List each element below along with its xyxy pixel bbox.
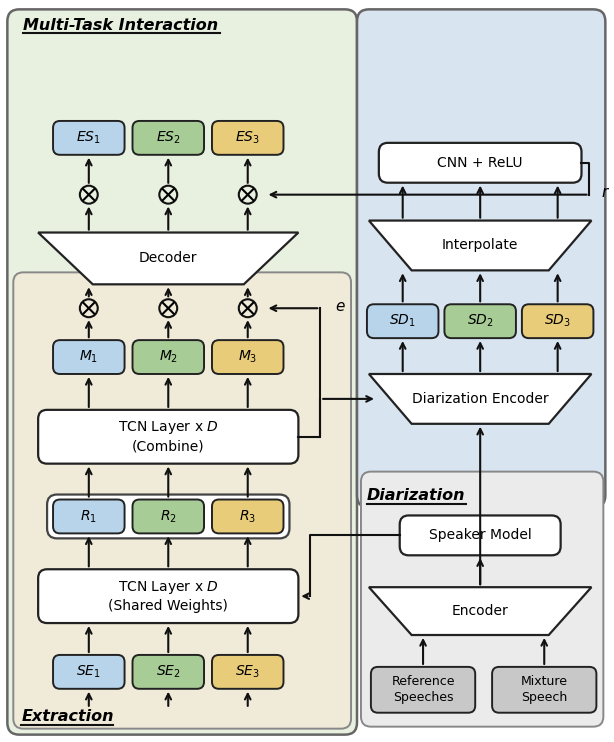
- Polygon shape: [38, 232, 298, 284]
- FancyBboxPatch shape: [7, 10, 357, 735]
- FancyBboxPatch shape: [357, 10, 605, 508]
- FancyBboxPatch shape: [212, 121, 284, 155]
- Text: Speaker Model: Speaker Model: [429, 528, 532, 542]
- FancyBboxPatch shape: [53, 655, 125, 689]
- FancyBboxPatch shape: [53, 340, 125, 374]
- Text: $SD_3$: $SD_3$: [544, 313, 571, 329]
- Polygon shape: [369, 587, 591, 635]
- Text: $SE_1$: $SE_1$: [76, 663, 101, 680]
- FancyBboxPatch shape: [445, 304, 516, 338]
- Text: $ES_3$: $ES_3$: [235, 130, 260, 146]
- Text: TCN Layer x $D$: TCN Layer x $D$: [118, 419, 219, 436]
- Text: Speech: Speech: [521, 692, 567, 704]
- Text: (Combine): (Combine): [132, 440, 204, 453]
- Text: $SD_2$: $SD_2$: [467, 313, 494, 329]
- FancyBboxPatch shape: [371, 667, 475, 713]
- Text: Decoder: Decoder: [139, 252, 198, 266]
- FancyBboxPatch shape: [212, 499, 284, 533]
- Text: $R_2$: $R_2$: [160, 508, 177, 525]
- Text: $R_1$: $R_1$: [80, 508, 97, 525]
- FancyBboxPatch shape: [400, 516, 561, 555]
- Text: $SE_2$: $SE_2$: [156, 663, 181, 680]
- FancyBboxPatch shape: [14, 272, 351, 729]
- FancyBboxPatch shape: [38, 569, 298, 623]
- Text: Multi-Task Interaction: Multi-Task Interaction: [23, 18, 219, 33]
- FancyBboxPatch shape: [212, 340, 284, 374]
- Text: Diarization: Diarization: [367, 488, 465, 503]
- Text: Diarization Encoder: Diarization Encoder: [412, 392, 548, 406]
- Text: Interpolate: Interpolate: [442, 238, 518, 252]
- FancyBboxPatch shape: [133, 499, 204, 533]
- FancyBboxPatch shape: [212, 655, 284, 689]
- Text: $M_3$: $M_3$: [238, 349, 257, 365]
- FancyBboxPatch shape: [379, 143, 581, 183]
- Text: CNN + ReLU: CNN + ReLU: [437, 156, 523, 170]
- Text: $SE_3$: $SE_3$: [235, 663, 260, 680]
- FancyBboxPatch shape: [53, 121, 125, 155]
- FancyBboxPatch shape: [47, 494, 289, 539]
- FancyBboxPatch shape: [367, 304, 438, 338]
- FancyBboxPatch shape: [492, 667, 596, 713]
- Text: $R_3$: $R_3$: [239, 508, 256, 525]
- Text: $r$: $r$: [601, 186, 610, 200]
- Text: $ES_1$: $ES_1$: [76, 130, 101, 146]
- FancyBboxPatch shape: [38, 410, 298, 464]
- Polygon shape: [369, 374, 591, 424]
- FancyBboxPatch shape: [133, 121, 204, 155]
- FancyBboxPatch shape: [133, 655, 204, 689]
- Text: Encoder: Encoder: [452, 604, 508, 618]
- FancyBboxPatch shape: [361, 472, 604, 726]
- Text: TCN Layer x $D$: TCN Layer x $D$: [118, 579, 219, 596]
- Text: Extraction: Extraction: [21, 709, 114, 724]
- Polygon shape: [369, 220, 591, 270]
- Text: Mixture: Mixture: [521, 675, 568, 689]
- Text: (Shared Weights): (Shared Weights): [108, 599, 228, 613]
- FancyBboxPatch shape: [522, 304, 593, 338]
- Text: $M_1$: $M_1$: [79, 349, 98, 365]
- Text: $ES_2$: $ES_2$: [156, 130, 181, 146]
- Text: Speeches: Speeches: [393, 692, 453, 704]
- Text: Reference: Reference: [391, 675, 455, 689]
- Text: $SD_1$: $SD_1$: [389, 313, 416, 329]
- FancyBboxPatch shape: [53, 499, 125, 533]
- Text: $M_2$: $M_2$: [158, 349, 178, 365]
- FancyBboxPatch shape: [133, 340, 204, 374]
- Text: $e$: $e$: [335, 299, 346, 314]
